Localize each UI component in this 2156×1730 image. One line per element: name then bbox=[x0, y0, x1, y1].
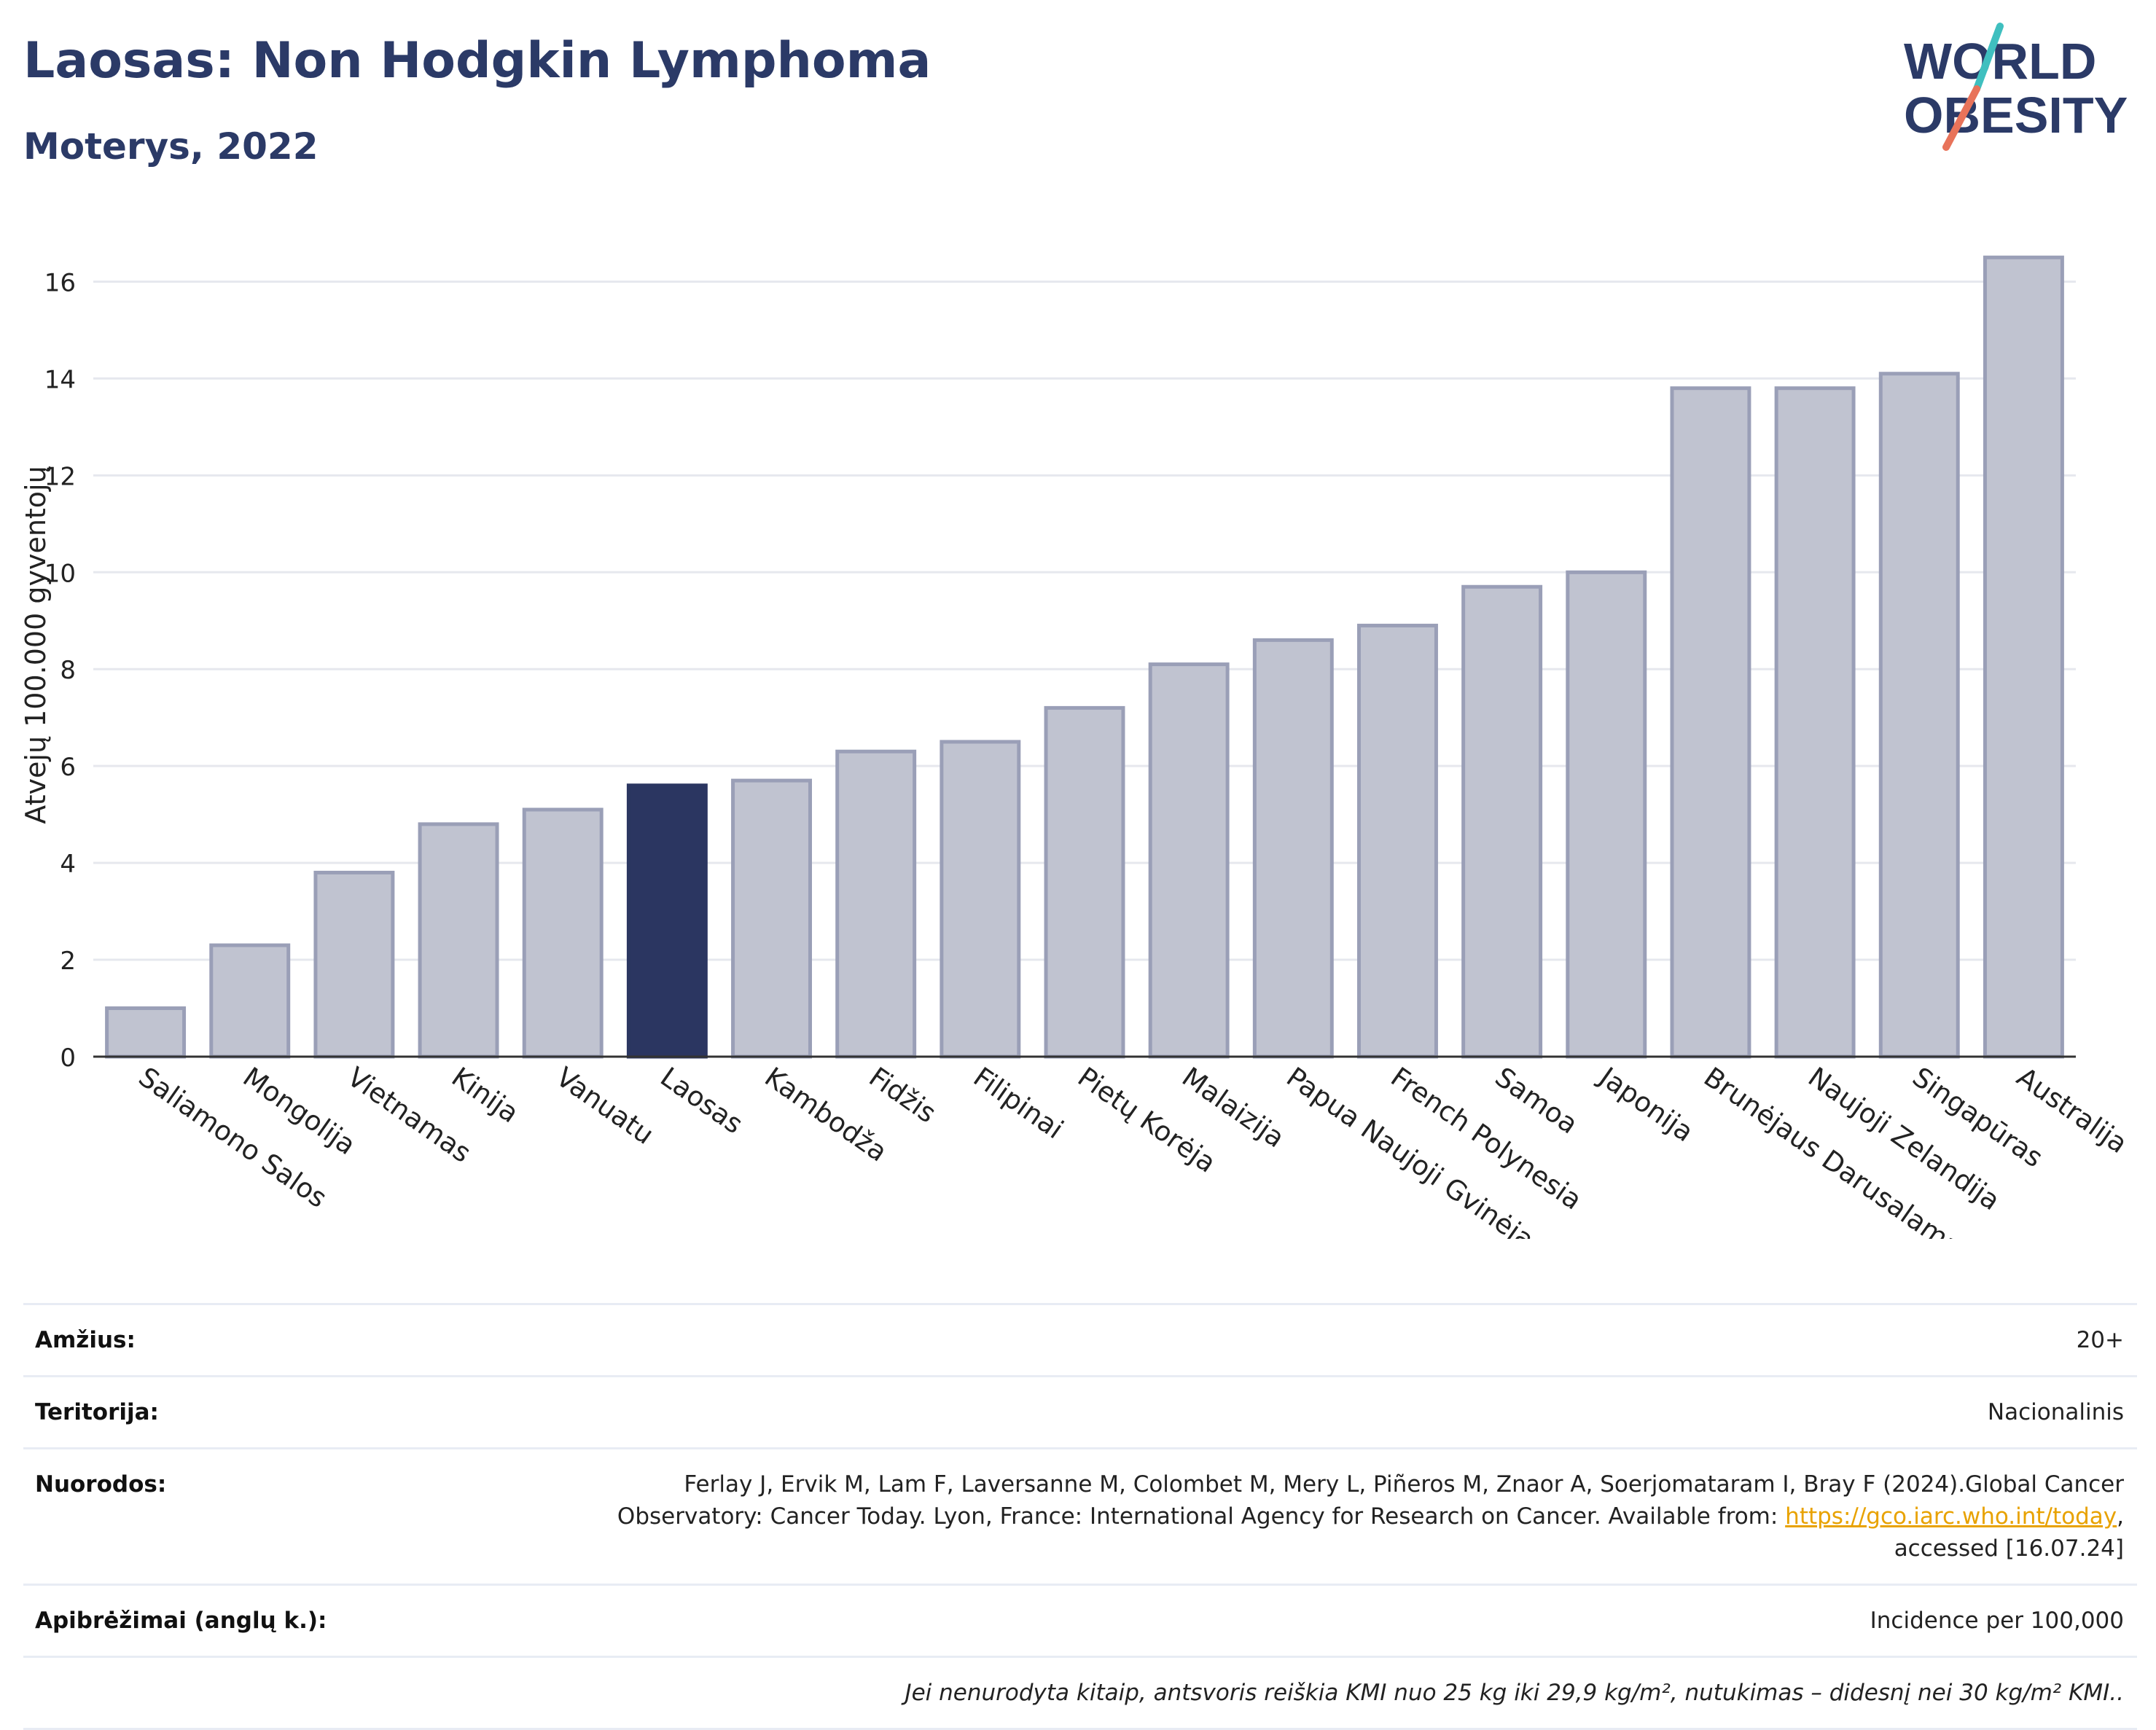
x-tick-label: Vanuatu bbox=[550, 1061, 660, 1151]
x-tick-label: Kinija bbox=[446, 1061, 525, 1129]
bar bbox=[1252, 638, 1334, 1059]
bar bbox=[1566, 570, 1647, 1059]
x-tick-label: Japonija bbox=[1593, 1060, 1699, 1148]
age-label: Amžius: bbox=[35, 1327, 136, 1353]
territory-label: Teritorija: bbox=[35, 1399, 159, 1425]
y-tick-label: 12 bbox=[44, 462, 76, 491]
bar bbox=[731, 778, 812, 1059]
bar bbox=[1044, 705, 1125, 1059]
bar bbox=[105, 1006, 187, 1059]
footer-row-age: Amžius: 20+ bbox=[23, 1303, 2137, 1375]
bar bbox=[522, 807, 604, 1059]
references-label: Nuorodos: bbox=[35, 1471, 167, 1498]
y-tick-label: 2 bbox=[60, 947, 76, 976]
bar bbox=[209, 943, 291, 1059]
logo-slash-coral bbox=[1942, 85, 1980, 151]
bar bbox=[940, 740, 1021, 1059]
y-tick-label: 8 bbox=[60, 656, 76, 685]
world-obesity-logo: WORLD OBESITY bbox=[1904, 23, 2128, 151]
bar bbox=[1148, 662, 1230, 1059]
definitions-value: Incidence per 100,000 bbox=[1870, 1608, 2124, 1634]
age-value: 20+ bbox=[2076, 1327, 2124, 1353]
bar bbox=[1774, 386, 1856, 1059]
y-tick-label: 16 bbox=[44, 268, 76, 297]
logo-slash-teal bbox=[1973, 23, 2004, 93]
bar bbox=[1357, 623, 1438, 1059]
footer-row-references: Nuorodos: Ferlay J, Ervik M, Lam F, Lave… bbox=[23, 1447, 2137, 1584]
bar-highlighted bbox=[626, 783, 708, 1059]
footer-table: Amžius: 20+ Teritorija: Nacionalinis Nuo… bbox=[23, 1303, 2137, 1730]
x-tick-label: Samoa bbox=[1489, 1061, 1583, 1140]
references-value: Ferlay J, Ervik M, Lam F, Laversanne M, … bbox=[557, 1468, 2124, 1565]
references-accessed: , accessed [16.07.24] bbox=[1894, 1503, 2124, 1562]
references-text: Ferlay J, Ervik M, Lam F, Laversanne M, … bbox=[617, 1471, 2124, 1530]
y-tick-label: 14 bbox=[44, 365, 76, 394]
x-tick-label: Filipinai bbox=[968, 1061, 1069, 1145]
footer-row-definitions: Apibrėžimai (anglų k.): Incidence per 10… bbox=[23, 1584, 2137, 1656]
x-tick-label: Fidžis bbox=[864, 1061, 942, 1129]
bar bbox=[418, 822, 499, 1059]
logo-text-world: WORLD bbox=[1904, 33, 2096, 90]
chart-subtitle: Moterys, 2022 bbox=[23, 125, 319, 168]
bar bbox=[1461, 584, 1543, 1059]
bar bbox=[835, 749, 917, 1059]
bar bbox=[313, 870, 395, 1059]
y-tick-label: 6 bbox=[60, 753, 76, 782]
chart-title: Laosas: Non Hodgkin Lymphoma bbox=[23, 32, 931, 90]
footer-row-territory: Teritorija: Nacionalinis bbox=[23, 1375, 2137, 1447]
y-tick-label: 4 bbox=[60, 850, 76, 879]
logo-text-obesity: OBESITY bbox=[1904, 87, 2128, 144]
bar bbox=[1670, 386, 1751, 1059]
references-link[interactable]: https://gco.iarc.who.int/today bbox=[1785, 1503, 2117, 1530]
territory-value: Nacionalinis bbox=[1987, 1399, 2124, 1425]
y-tick-label: 0 bbox=[60, 1044, 76, 1073]
y-axis-label: Atvejų 100.000 gyventojų bbox=[20, 466, 52, 823]
bars bbox=[105, 255, 2064, 1059]
x-tick-label: Laosas bbox=[655, 1061, 749, 1140]
footnote: Jei nenurodyta kitaip, antsvoris reiškia… bbox=[905, 1680, 2124, 1706]
bar bbox=[1878, 372, 1960, 1059]
definitions-label: Apibrėžimai (anglų k.): bbox=[35, 1608, 327, 1634]
bar bbox=[1983, 255, 2064, 1059]
footer-row-note: Jei nenurodyta kitaip, antsvoris reiškia… bbox=[23, 1656, 2137, 1730]
x-tick-label: Saliamono Salos bbox=[133, 1061, 332, 1214]
y-tick-label: 10 bbox=[44, 559, 76, 588]
